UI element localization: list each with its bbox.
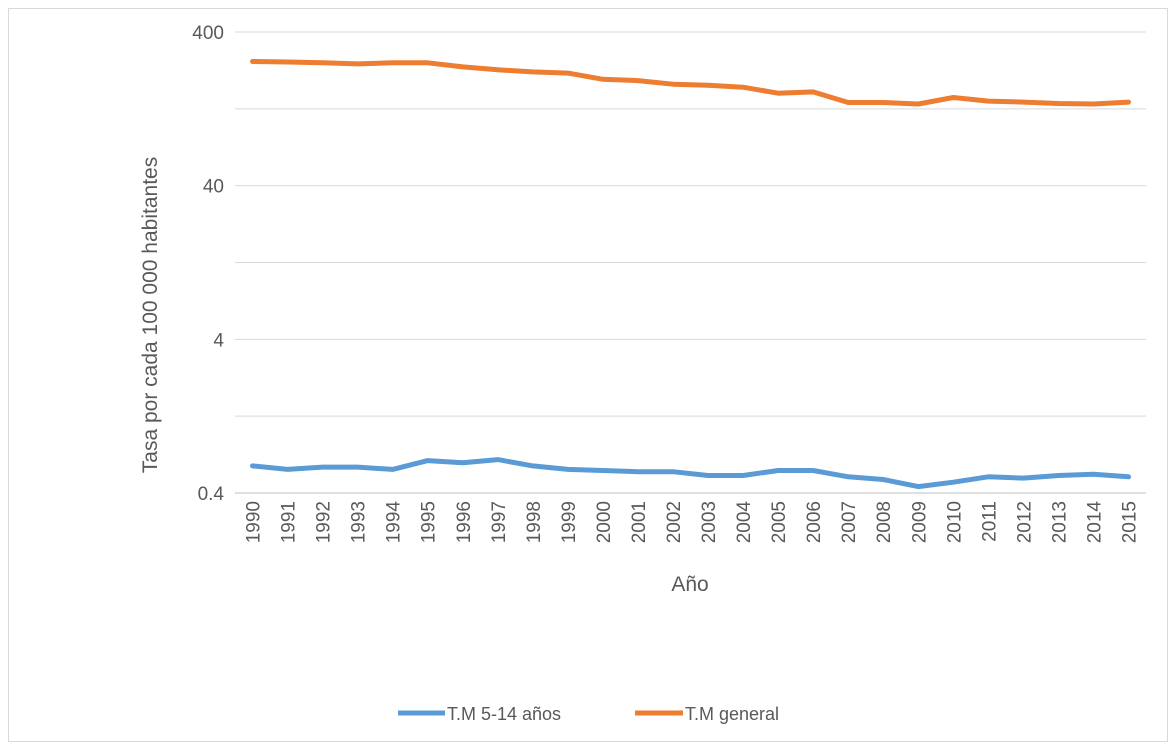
chart-frame <box>8 8 1168 742</box>
x-tick-label: 1990 <box>244 501 265 543</box>
x-tick-label: 2003 <box>699 501 720 543</box>
x-tick-label: 2002 <box>664 501 685 543</box>
x-tick-label: 2008 <box>874 501 895 543</box>
x-tick-label: 2012 <box>1014 501 1035 543</box>
x-tick-label: 2010 <box>944 501 965 543</box>
x-tick-label: 2009 <box>909 501 930 543</box>
series-line-1[interactable] <box>250 457 1131 490</box>
y-tick-label: 40 <box>203 177 224 198</box>
x-tick-label: 2007 <box>839 501 860 543</box>
x-tick-label: 1997 <box>489 501 510 543</box>
x-tick-label: 2006 <box>804 501 825 543</box>
legend-label-series-1: T.M 5-14 años <box>447 704 561 724</box>
x-tick-label: 2014 <box>1084 501 1105 544</box>
y-tick-label: 4 <box>213 330 224 351</box>
x-tick-label: 1996 <box>454 501 475 543</box>
x-tick-label: 1991 <box>279 501 300 543</box>
x-tick-label: 2004 <box>734 501 755 544</box>
x-tick-label: 1998 <box>524 501 545 543</box>
y-tick-label: 0.4 <box>198 484 225 505</box>
x-tick-label: 2001 <box>629 501 650 543</box>
x-tick-label: 1999 <box>559 501 580 543</box>
x-tick-label: 2011 <box>979 501 1000 542</box>
x-tick-label: 2015 <box>1119 501 1140 543</box>
y-axis-title: Tasa por cada 100 000 habitantes <box>139 157 162 473</box>
x-axis-ticks: 1990 1991 1992 1993 1994 1995 1996 1997 1998 1999… <box>244 501 1141 544</box>
legend-item-series-1[interactable]: T.M 5-14 años <box>398 704 561 724</box>
x-tick-label: 2013 <box>1049 501 1070 543</box>
x-tick-label: 2000 <box>594 501 615 543</box>
x-tick-label: 1994 <box>384 501 405 544</box>
x-axis-title: Año <box>671 573 708 596</box>
x-tick-label: 1995 <box>419 501 440 543</box>
series-line-2[interactable] <box>250 59 1131 107</box>
legend-label-series-2: T.M general <box>685 704 779 724</box>
legend: T.M 5-14 años T.M general <box>398 704 779 724</box>
x-tick-label: 1992 <box>314 501 335 543</box>
gridlines <box>235 31 1146 494</box>
series-lines <box>250 59 1131 490</box>
y-axis-ticks: 0.4 4 40 400 <box>192 23 224 505</box>
x-tick-label: 2005 <box>769 501 790 543</box>
y-tick-label: 400 <box>192 23 224 44</box>
x-tick-label: 1993 <box>349 501 370 543</box>
legend-item-series-2[interactable]: T.M general <box>635 704 779 724</box>
